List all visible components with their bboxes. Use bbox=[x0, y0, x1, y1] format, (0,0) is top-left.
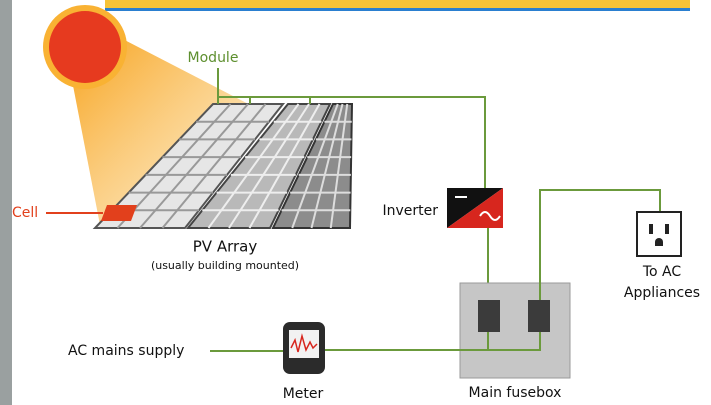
sun bbox=[49, 11, 121, 83]
meter-label: Meter bbox=[283, 386, 324, 402]
inverter-label: Inverter bbox=[382, 203, 438, 219]
outlet-ground bbox=[655, 238, 663, 246]
pv-array-note: (usually building mounted) bbox=[151, 259, 299, 272]
outlet bbox=[637, 212, 681, 256]
top-banner-edge bbox=[105, 8, 690, 11]
outlet-slot bbox=[665, 224, 669, 234]
cell bbox=[101, 205, 137, 221]
appliances-label: To AC bbox=[642, 264, 682, 280]
cell-label: Cell bbox=[12, 205, 38, 221]
fusebox bbox=[460, 283, 570, 378]
breaker bbox=[528, 300, 550, 332]
breaker bbox=[478, 300, 500, 332]
diagram: Module Cell PV Array (usually building m… bbox=[0, 0, 711, 405]
outlet-slot bbox=[649, 224, 653, 234]
appliances-label: Appliances bbox=[624, 285, 700, 301]
pv-array-label: PV Array bbox=[193, 238, 258, 256]
page: Module Cell PV Array (usually building m… bbox=[0, 0, 711, 405]
photo-edge bbox=[0, 0, 12, 405]
mains-label: AC mains supply bbox=[68, 343, 184, 359]
fusebox-label: Main fusebox bbox=[469, 385, 562, 401]
module-label: Module bbox=[188, 50, 239, 66]
